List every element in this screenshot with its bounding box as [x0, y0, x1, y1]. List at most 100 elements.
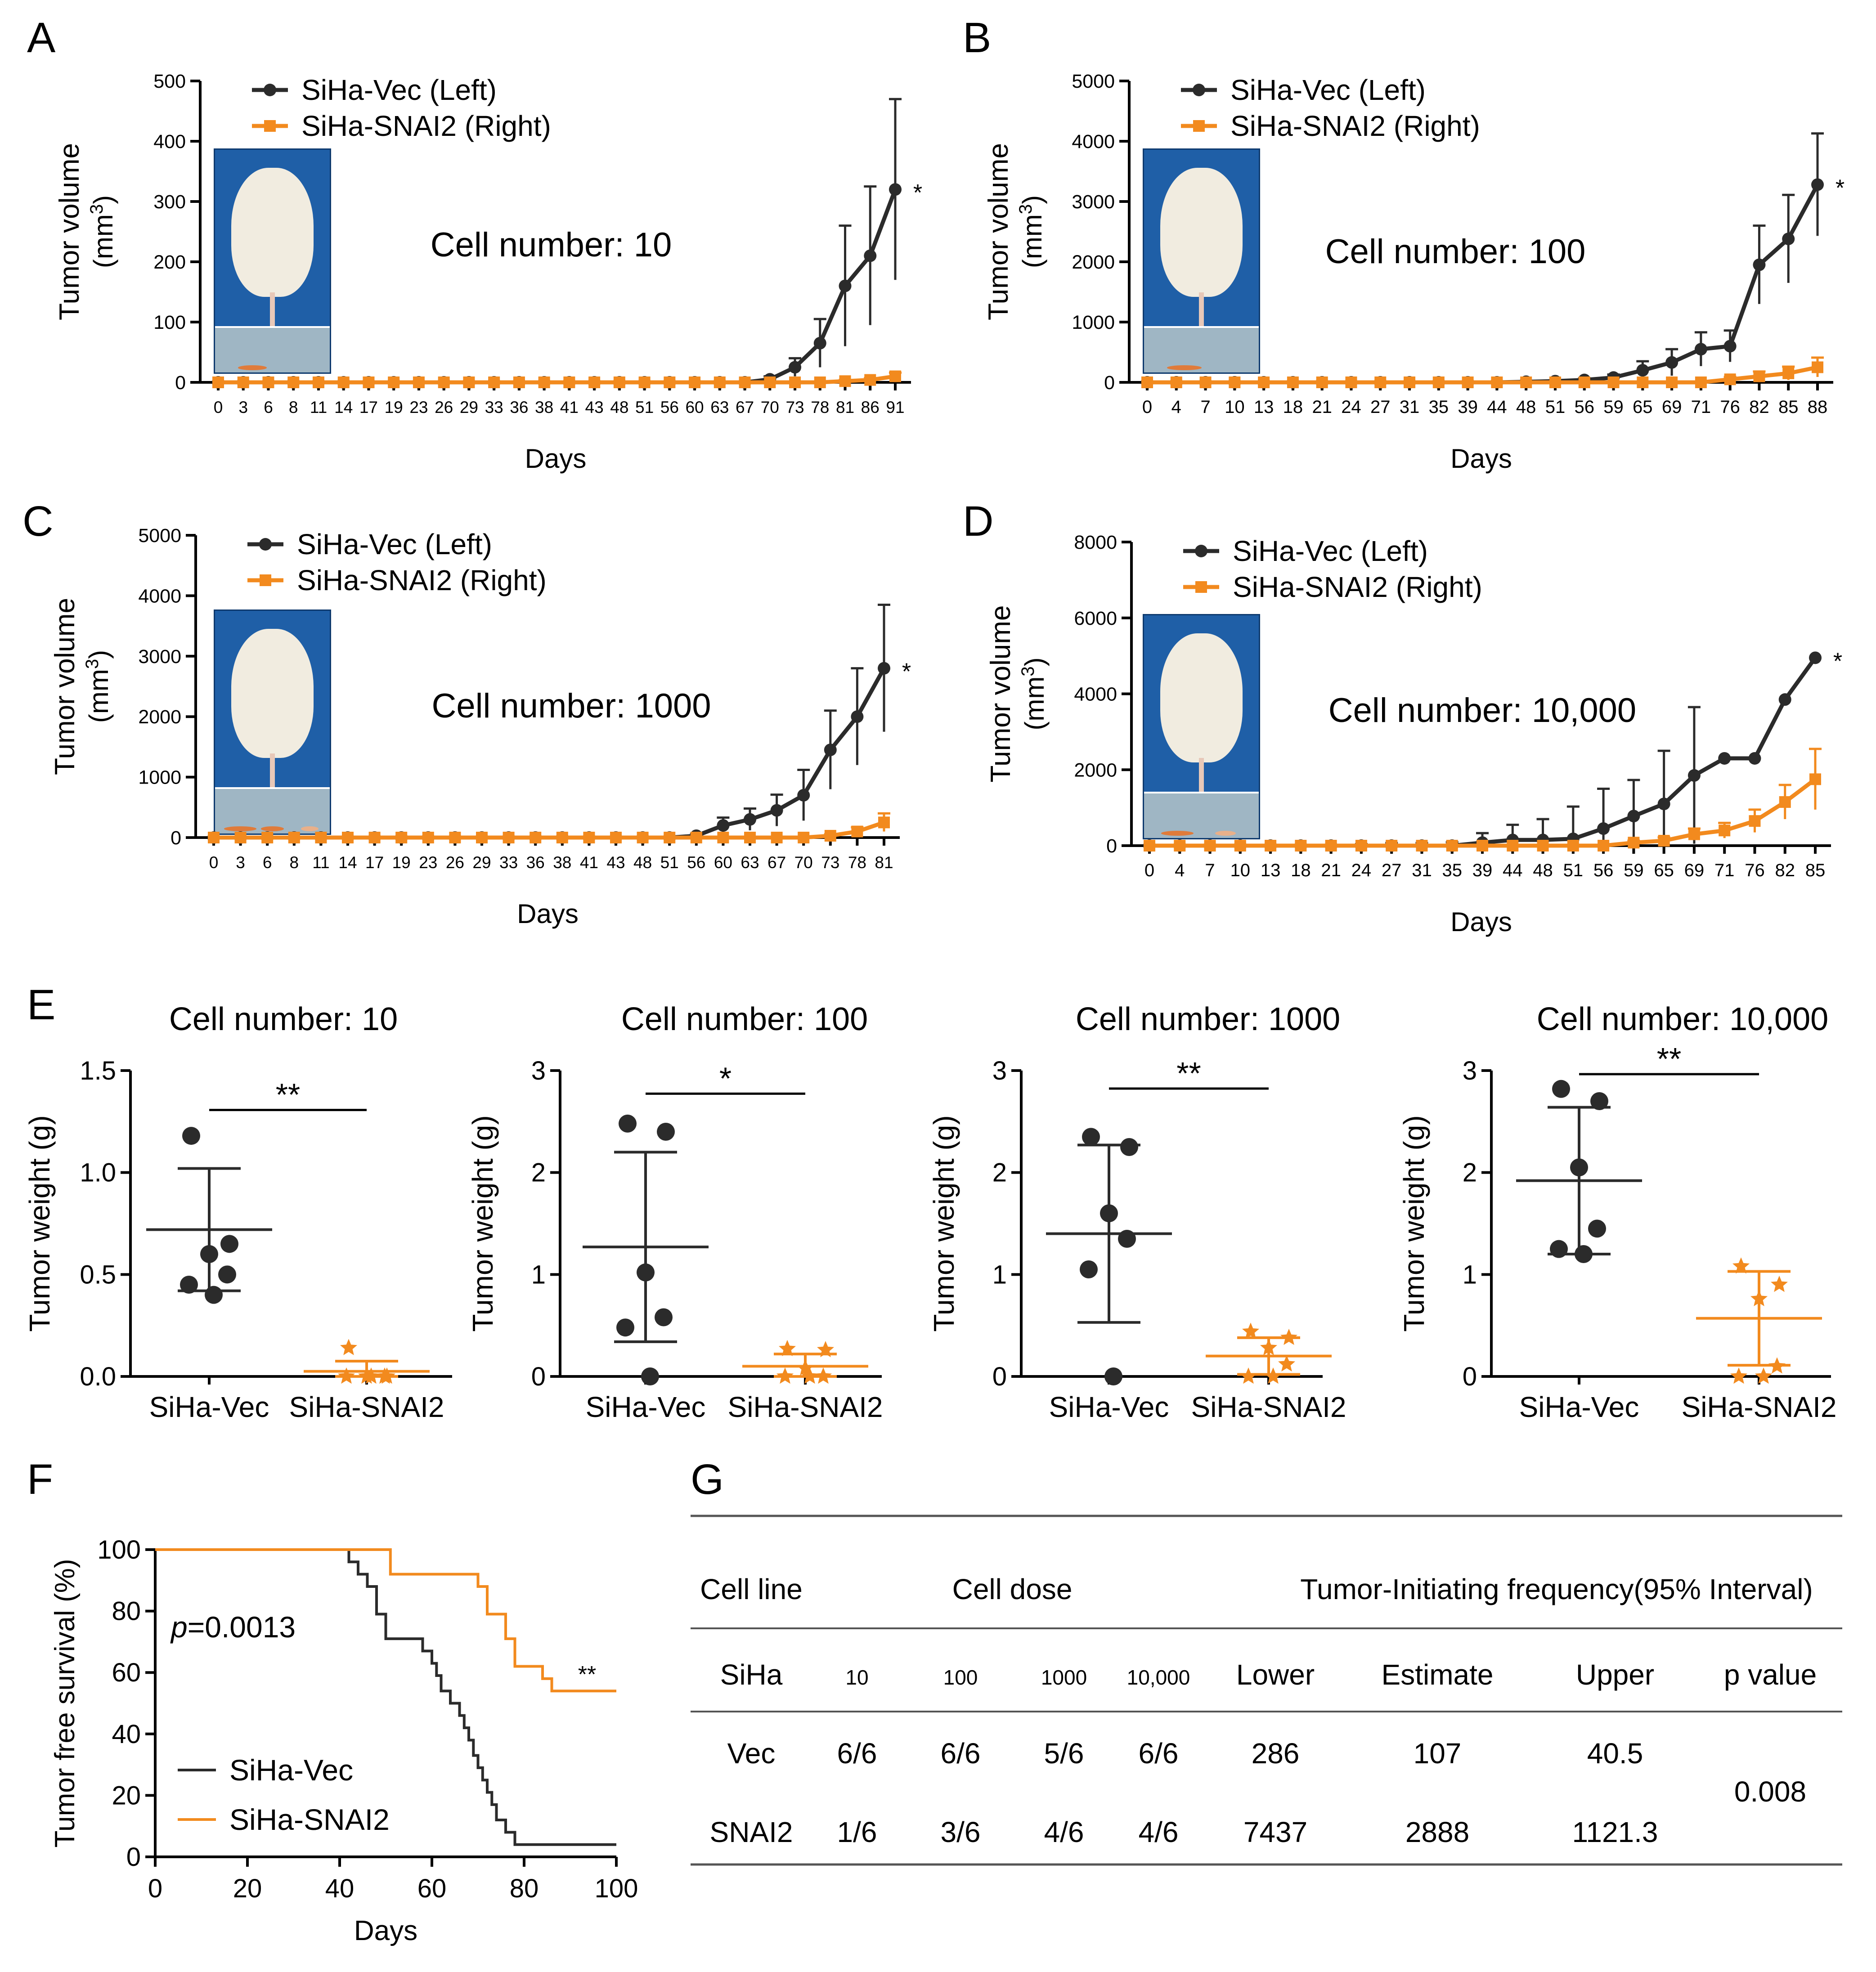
x-tick-label-a: 56: [660, 398, 679, 417]
series-line-vec-d: [1149, 656, 1817, 848]
x-tick-label-c: 41: [580, 853, 598, 872]
panel-label-f: F: [27, 1456, 54, 1503]
sig-mark-b: *: [1836, 175, 1845, 201]
point-vec-b: [1636, 364, 1649, 377]
point-snai2-c: [610, 832, 622, 843]
x-tick-label-d: 44: [1503, 861, 1523, 880]
x-tick-label-b: 39: [1458, 397, 1478, 417]
point-snai2-c: [395, 832, 408, 843]
data-point-vec-e3: [1082, 1128, 1100, 1146]
point-snai2-c: [637, 832, 649, 843]
point-vec-c: [797, 789, 810, 802]
table-cell-snai2: 7437: [1243, 1816, 1307, 1848]
y-tick-label-e1: 0.5: [80, 1260, 116, 1289]
data-point-vec-e1: [205, 1286, 223, 1304]
data-point-snai2-e2: [815, 1367, 832, 1384]
point-snai2-d: [1809, 773, 1821, 785]
point-snai2-c: [449, 832, 461, 843]
x-tick-label-b: 48: [1516, 397, 1536, 417]
y-tick-label-f: 40: [112, 1720, 141, 1749]
y-tick-label-e4: 2: [1463, 1158, 1477, 1188]
data-point-snai2-e3: [1265, 1367, 1282, 1384]
y-axis-unit-b: (mm3): [1016, 195, 1047, 268]
data-point-vec-e4: [1588, 1219, 1606, 1238]
point-snai2-c: [717, 832, 729, 843]
table-cell-snai2: 1121.3: [1572, 1816, 1658, 1848]
panel-label-b: B: [963, 14, 992, 62]
legend-marker-snai2-b: [1193, 120, 1205, 132]
y-tick-label-e3: 3: [992, 1056, 1007, 1085]
point-snai2-d: [1295, 840, 1307, 852]
point-snai2-d: [1749, 815, 1761, 827]
point-snai2-a: [262, 376, 274, 388]
x-tick-label-a: 19: [385, 398, 403, 417]
point-snai2-b: [1462, 376, 1474, 388]
y-tick-label-d: 4000: [1074, 684, 1117, 705]
point-snai2-a: [413, 376, 425, 388]
data-point-vec-e2: [619, 1114, 637, 1133]
x-tick-label-c: 70: [794, 853, 813, 872]
point-snai2-a: [839, 375, 851, 387]
y-tick-label-d: 2000: [1074, 759, 1117, 781]
sig-mark-d: *: [1833, 648, 1842, 674]
y-axis-unit-a: (mm3): [87, 195, 118, 268]
point-vec-c: [770, 804, 783, 817]
point-snai2-d: [1416, 840, 1428, 852]
y-tick-label-e2: 2: [531, 1158, 546, 1188]
point-snai2-b: [1141, 376, 1153, 388]
x-tick-label-c: 29: [472, 853, 491, 872]
data-point-vec-e1: [182, 1127, 200, 1145]
x-tick-label-b: 13: [1254, 397, 1274, 417]
point-snai2-d: [1144, 840, 1155, 852]
legend-marker-snai2-c: [260, 574, 271, 586]
data-point-snai2-e1: [363, 1367, 380, 1384]
data-point-snai2-e3: [1242, 1322, 1259, 1339]
x-tick-label-c: 8: [290, 853, 299, 872]
y-tick-label-e1: 0.0: [80, 1362, 116, 1391]
y-tick-label-e1: 1.5: [80, 1056, 116, 1085]
y-tick-label-c: 1000: [138, 767, 181, 789]
point-snai2-a: [337, 376, 350, 388]
y-tick-label-e1: 1.0: [80, 1158, 116, 1188]
data-point-vec-e2: [657, 1123, 675, 1141]
x-axis-label-c: Days: [517, 899, 579, 929]
data-point-snai2-e2: [779, 1340, 796, 1356]
x-tick-label-b: 69: [1662, 397, 1682, 417]
point-snai2-d: [1325, 840, 1337, 852]
mouse-photo-c: [214, 610, 331, 835]
legend-marker-snai2-d: [1195, 581, 1207, 593]
point-snai2-a: [513, 376, 525, 388]
point-snai2-b: [1170, 376, 1182, 388]
point-snai2-c: [556, 832, 568, 843]
table-cell-snai2: 1/6: [837, 1816, 877, 1848]
x-tick-label-c: 38: [553, 853, 571, 872]
x-tick-label-a: 8: [289, 398, 298, 417]
point-snai2-c: [744, 832, 756, 843]
point-snai2-b: [1432, 376, 1445, 388]
x-tick-label-f: 60: [417, 1874, 447, 1903]
y-tick-label-e3: 0: [992, 1362, 1007, 1391]
point-snai2-a: [287, 376, 300, 388]
panel-label-c: C: [22, 497, 54, 545]
point-snai2-b: [1345, 376, 1357, 388]
x-tick-label-a: 33: [485, 398, 503, 417]
data-point-snai2-e4: [1750, 1290, 1768, 1306]
y-tick-label-e2: 1: [531, 1260, 546, 1289]
point-vec-c: [824, 744, 837, 757]
point-snai2-c: [422, 832, 434, 843]
table-cell-vec: Vec: [727, 1737, 776, 1770]
point-snai2-d: [1719, 825, 1731, 837]
p-value-label-f: p=0.0013: [170, 1610, 296, 1644]
y-tick-label-b: 2000: [1072, 251, 1115, 273]
y-tick-label-b: 4000: [1072, 131, 1115, 152]
x-tick-label-b: 10: [1225, 397, 1245, 417]
table-subheader-cell: 100: [943, 1666, 978, 1689]
y-tick-label-c: 3000: [138, 646, 181, 668]
point-snai2-a: [814, 376, 826, 388]
data-point-snai2-e1: [340, 1339, 357, 1355]
point-snai2-a: [764, 376, 776, 388]
x-tick-label-d: 4: [1175, 861, 1185, 880]
y-axis-unit-d: (mm3): [1018, 657, 1050, 730]
table-subheader-cell: 10: [845, 1666, 868, 1689]
